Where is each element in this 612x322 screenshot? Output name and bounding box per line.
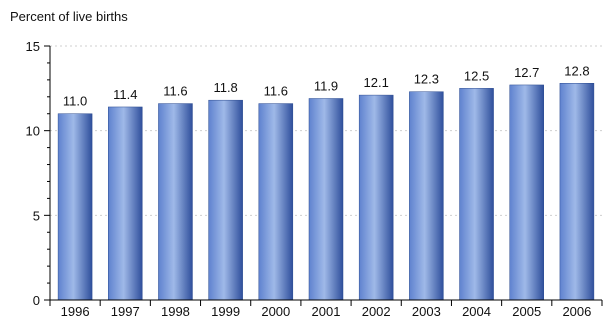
bar-2006: [559, 83, 595, 301]
bars: [57, 83, 595, 301]
x-tick-label-2002: 2002: [362, 304, 391, 319]
data-label-2005: 12.7: [514, 65, 539, 80]
bar-2004: [459, 88, 494, 301]
data-label-2002: 12.1: [364, 75, 389, 90]
data-label-1997: 11.4: [113, 87, 137, 102]
bar-1997: [108, 106, 143, 301]
labels: 11.0 1996 11.4 1997 11.6 1998 11.8 1999 11.6 2000…: [26, 39, 592, 319]
data-label-1999: 11.8: [213, 80, 237, 95]
bar-2002: [358, 94, 394, 301]
x-tick-label-1996: 1996: [61, 304, 90, 319]
data-label-2001: 11.9: [314, 78, 338, 93]
x-tick-label-2004: 2004: [462, 304, 491, 319]
x-tick-label-2005: 2005: [512, 304, 541, 319]
data-label-1996: 11.0: [63, 94, 87, 109]
y-tick-label-5: 5: [33, 208, 40, 223]
bar-2005: [509, 84, 544, 301]
bar-2000: [258, 103, 294, 301]
bar-1998: [158, 103, 193, 301]
bar-2003: [409, 91, 444, 301]
data-label-1998: 11.6: [163, 84, 187, 99]
bar-1999: [208, 99, 243, 301]
x-tick-label-1998: 1998: [161, 304, 190, 319]
axes: [44, 45, 603, 306]
data-label-2003: 12.3: [414, 72, 439, 87]
data-label-2006: 12.8: [564, 63, 589, 78]
x-tick-label-2001: 2001: [312, 304, 341, 319]
bar-1996: [57, 113, 93, 301]
x-tick-label-2006: 2006: [562, 304, 591, 319]
y-tick-label-0: 0: [33, 293, 40, 308]
bar-2001: [308, 98, 344, 301]
data-label-2004: 12.5: [464, 68, 489, 83]
x-tick-label-1997: 1997: [111, 304, 140, 319]
data-label-2000: 11.6: [264, 84, 288, 99]
x-tick-label-2000: 2000: [261, 304, 290, 319]
x-tick-label-2003: 2003: [412, 304, 441, 319]
x-tick-label-1999: 1999: [211, 304, 240, 319]
y-axis-title: Percent of live births: [10, 9, 128, 24]
y-tick-label-10: 10: [26, 124, 40, 139]
y-tick-label-15: 15: [26, 39, 40, 54]
